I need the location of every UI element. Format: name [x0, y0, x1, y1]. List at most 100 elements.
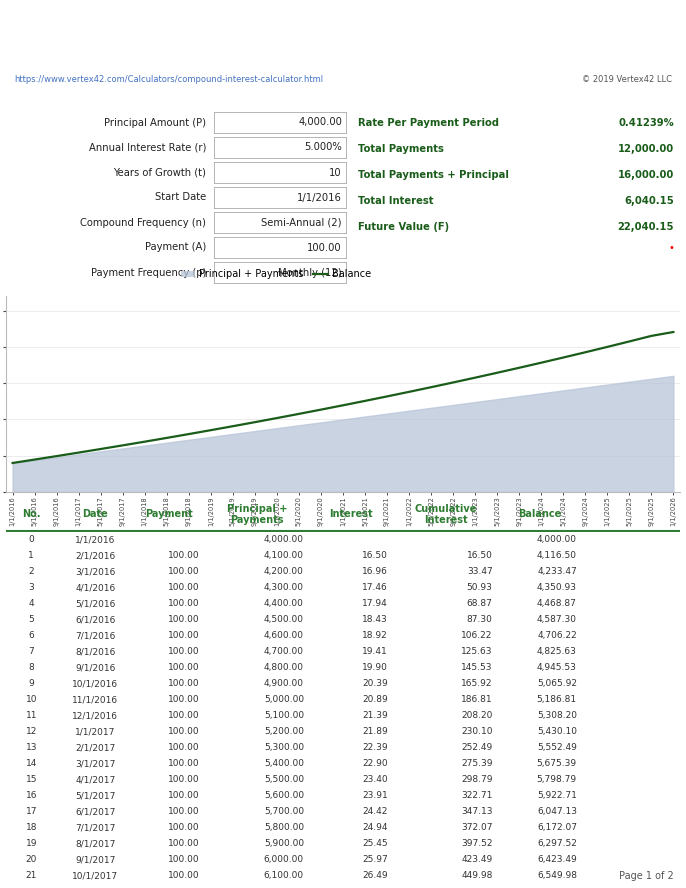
Text: •: •: [668, 243, 674, 253]
Text: 4: 4: [28, 599, 34, 608]
Text: 15: 15: [25, 775, 37, 784]
Text: 16.96: 16.96: [362, 567, 388, 576]
Text: 4,500.00: 4,500.00: [264, 615, 304, 624]
Text: 208.20: 208.20: [461, 711, 493, 720]
Text: 275.39: 275.39: [461, 759, 493, 768]
Text: 3/1/2016: 3/1/2016: [75, 567, 115, 576]
Text: 16: 16: [25, 791, 37, 800]
Text: 17.46: 17.46: [362, 583, 388, 592]
Text: 6,047.13: 6,047.13: [537, 807, 577, 816]
Text: 5.000%: 5.000%: [305, 142, 342, 153]
Text: 24.94: 24.94: [363, 823, 388, 832]
Text: 4,945.53: 4,945.53: [537, 663, 577, 672]
Text: 16,000.00: 16,000.00: [618, 170, 674, 180]
Text: 5,552.49: 5,552.49: [537, 743, 577, 752]
Text: 4,600.00: 4,600.00: [264, 631, 304, 640]
Text: 16.50: 16.50: [466, 551, 493, 560]
Text: 10: 10: [25, 695, 37, 704]
Text: 20.39: 20.39: [362, 679, 388, 688]
Text: Cumulative
Interest: Cumulative Interest: [414, 503, 477, 525]
Text: 4,100.00: 4,100.00: [264, 551, 304, 560]
Text: Compound Frequency (n): Compound Frequency (n): [80, 218, 206, 227]
Text: Page 1 of 2: Page 1 of 2: [619, 871, 674, 881]
Text: Payment (A): Payment (A): [145, 242, 206, 252]
Text: 5,798.79: 5,798.79: [536, 775, 577, 784]
Text: 100.00: 100.00: [168, 663, 200, 672]
Text: 8/1/2016: 8/1/2016: [75, 647, 115, 656]
Text: 18: 18: [25, 823, 37, 832]
Text: 5,000.00: 5,000.00: [264, 695, 304, 704]
Text: 8/1/2017: 8/1/2017: [75, 839, 115, 848]
Text: 5,700.00: 5,700.00: [264, 807, 304, 816]
Text: 4/1/2016: 4/1/2016: [75, 583, 115, 592]
Text: Years of Growth (t): Years of Growth (t): [113, 168, 206, 178]
Text: 9: 9: [28, 679, 34, 688]
Text: 165.92: 165.92: [461, 679, 493, 688]
Text: 186.81: 186.81: [461, 695, 493, 704]
Text: 16.50: 16.50: [362, 551, 388, 560]
Text: 6,000.00: 6,000.00: [264, 855, 304, 864]
Text: 6,100.00: 6,100.00: [264, 871, 304, 880]
Legend: Principal + Payments, Balance: Principal + Payments, Balance: [176, 266, 375, 283]
Text: 0.41239%: 0.41239%: [618, 118, 674, 128]
Text: No.: No.: [22, 510, 40, 519]
Text: 4,825.63: 4,825.63: [537, 647, 577, 656]
Text: Date: Date: [82, 510, 108, 519]
Text: Start Date: Start Date: [155, 193, 206, 202]
Text: 6,172.07: 6,172.07: [537, 823, 577, 832]
Text: 22,040.15: 22,040.15: [617, 222, 674, 232]
Text: Compound Interest Calculator: Compound Interest Calculator: [16, 40, 369, 60]
Text: 68.87: 68.87: [466, 599, 493, 608]
Text: 100.00: 100.00: [168, 583, 200, 592]
Text: Inputs: Inputs: [156, 92, 198, 106]
Text: 10/1/2017: 10/1/2017: [72, 871, 119, 880]
Text: 6/1/2016: 6/1/2016: [75, 615, 115, 624]
Text: 2: 2: [28, 567, 34, 576]
Text: 5,800.00: 5,800.00: [264, 823, 304, 832]
Text: 5: 5: [28, 615, 34, 624]
Text: 14: 14: [25, 759, 37, 768]
Text: 4,000.00: 4,000.00: [264, 535, 304, 544]
Text: 6/1/2017: 6/1/2017: [75, 807, 115, 816]
Text: 423.49: 423.49: [462, 855, 493, 864]
Text: 100.00: 100.00: [168, 775, 200, 784]
Text: Interest: Interest: [329, 510, 373, 519]
Text: 4,468.87: 4,468.87: [537, 599, 577, 608]
Text: 22.39: 22.39: [362, 743, 388, 752]
Text: 100.00: 100.00: [168, 759, 200, 768]
Text: Balance: Balance: [519, 510, 562, 519]
Text: 100.00: 100.00: [168, 807, 200, 816]
Text: 0: 0: [28, 535, 34, 544]
Text: 50.93: 50.93: [466, 583, 493, 592]
Text: 12: 12: [25, 727, 37, 736]
Text: Future Value (F): Future Value (F): [358, 222, 449, 232]
Text: 2/1/2017: 2/1/2017: [75, 743, 115, 752]
Text: https://www.vertex42.com/Calculators/compound-interest-calculator.html: https://www.vertex42.com/Calculators/com…: [14, 75, 323, 83]
Text: 3: 3: [28, 583, 34, 592]
Text: 100.00: 100.00: [168, 599, 200, 608]
Text: 17: 17: [25, 807, 37, 816]
Text: 21.39: 21.39: [362, 711, 388, 720]
Text: Principal Amount (P): Principal Amount (P): [104, 117, 206, 128]
Text: 4,300.00: 4,300.00: [264, 583, 304, 592]
Text: 100.00: 100.00: [168, 679, 200, 688]
Text: 4,706.22: 4,706.22: [537, 631, 577, 640]
Text: 100.00: 100.00: [307, 242, 342, 252]
Text: 10/1/2016: 10/1/2016: [72, 679, 119, 688]
Text: Rate Per Payment Period: Rate Per Payment Period: [358, 118, 499, 128]
Text: 12,000.00: 12,000.00: [618, 144, 674, 154]
Text: 17.94: 17.94: [362, 599, 388, 608]
Text: 33.47: 33.47: [467, 567, 493, 576]
Text: 4,587.30: 4,587.30: [537, 615, 577, 624]
Text: 4/1/2017: 4/1/2017: [75, 775, 115, 784]
Text: 100.00: 100.00: [168, 855, 200, 864]
Text: 5,065.92: 5,065.92: [537, 679, 577, 688]
Text: 4,116.50: 4,116.50: [537, 551, 577, 560]
Text: 4,200.00: 4,200.00: [264, 567, 304, 576]
Text: 322.71: 322.71: [461, 791, 493, 800]
Text: 5,430.10: 5,430.10: [537, 727, 577, 736]
Text: 18.43: 18.43: [362, 615, 388, 624]
Text: Payment Frequency (p): Payment Frequency (p): [91, 267, 206, 277]
Text: 1: 1: [28, 551, 34, 560]
Text: 100.00: 100.00: [168, 647, 200, 656]
